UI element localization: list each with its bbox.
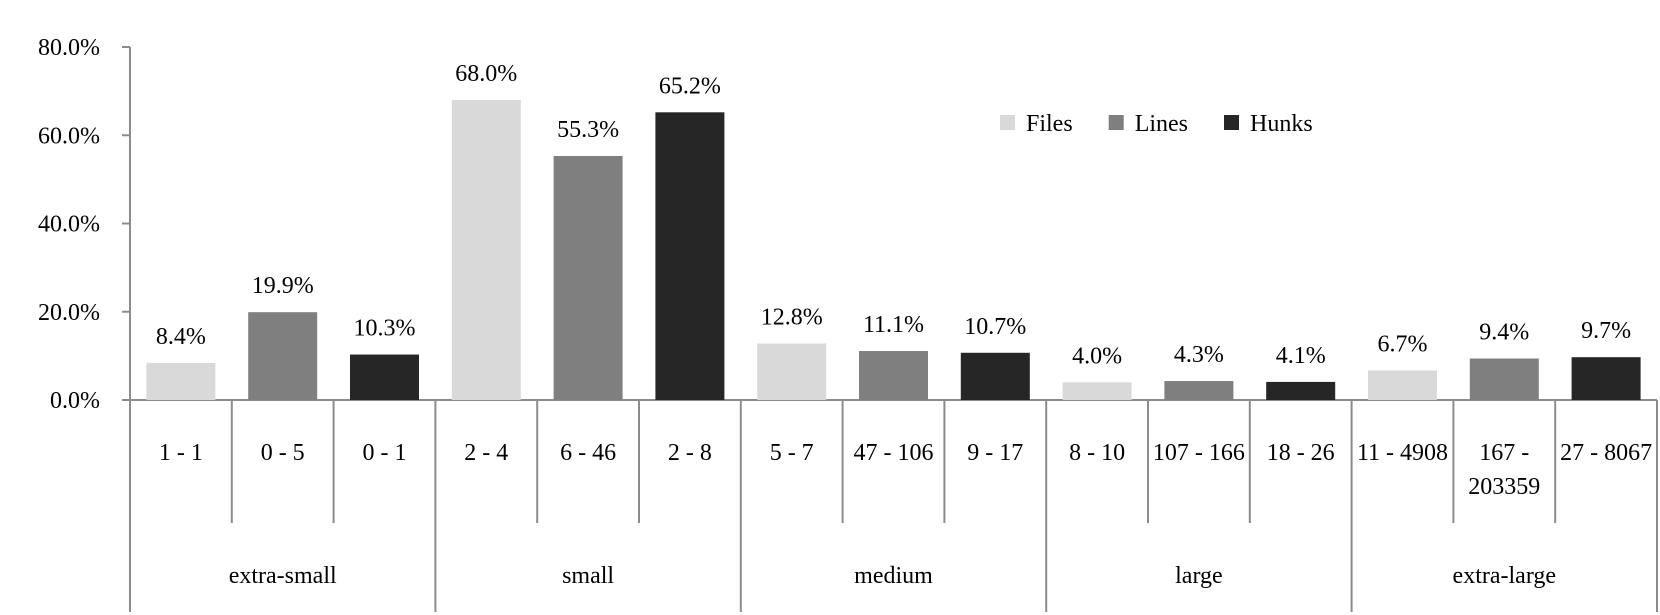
- chart-legend: Files Lines Hunks: [1000, 111, 1313, 137]
- y-tick-label: 60.0%: [38, 123, 100, 149]
- data-label: 4.0%: [1072, 343, 1122, 369]
- category-label: 9 - 17: [967, 440, 1023, 466]
- data-label: 6.7%: [1378, 331, 1428, 357]
- bar-lines: [859, 351, 928, 400]
- group-label: small: [562, 563, 614, 589]
- data-label: 11.1%: [863, 312, 924, 338]
- bar-lines: [1164, 381, 1234, 400]
- group-label: extra-small: [229, 563, 337, 589]
- data-label: 10.3%: [354, 316, 416, 342]
- data-label: 19.9%: [252, 273, 314, 299]
- bar-files: [1368, 370, 1437, 400]
- bar-lines: [553, 155, 623, 400]
- data-label: 8.4%: [156, 324, 206, 350]
- y-tick-label: 80.0%: [38, 35, 100, 61]
- data-label: 55.3%: [557, 117, 619, 143]
- data-label: 4.3%: [1174, 342, 1224, 368]
- bar-layer: [146, 99, 1641, 401]
- category-label: 5 - 7: [770, 440, 814, 466]
- label-layer: extra-small 8.4% 1 - 1 19.9% 0 - 5 10.3% 0 - 1…: [156, 61, 1652, 589]
- bar-hunks: [350, 354, 419, 400]
- category-label: 2 - 8: [668, 440, 712, 466]
- bar-lines: [1469, 358, 1539, 400]
- data-label: 4.1%: [1276, 343, 1326, 369]
- legend-label: Files: [1026, 111, 1073, 137]
- bar-hunks: [1571, 357, 1641, 400]
- category-label: 27 - 8067: [1560, 440, 1652, 466]
- category-label: 47 - 106: [854, 440, 934, 466]
- bar-hunks: [960, 352, 1030, 400]
- bar-hunks: [1266, 381, 1336, 400]
- bar-files: [146, 362, 216, 400]
- data-label: 65.2%: [659, 73, 721, 99]
- data-label: 12.8%: [761, 305, 823, 331]
- y-tick-label: 20.0%: [38, 300, 100, 326]
- group-label: medium: [854, 563, 933, 589]
- category-label: 18 - 26: [1267, 440, 1335, 466]
- legend-label: Lines: [1135, 111, 1188, 137]
- data-label: 9.4%: [1479, 320, 1529, 346]
- group-label: large: [1175, 563, 1223, 589]
- category-label: 107 - 166: [1153, 440, 1245, 466]
- bar-lines: [248, 312, 318, 400]
- bar-files: [757, 343, 827, 400]
- group-label: extra-large: [1453, 563, 1557, 589]
- data-label: 10.7%: [964, 314, 1026, 340]
- y-tick-label: 40.0%: [38, 212, 100, 238]
- category-label: 8 - 10: [1069, 440, 1125, 466]
- legend-swatch-lines: [1108, 115, 1124, 130]
- legend-swatch-hunks: [1224, 115, 1240, 130]
- bar-files: [1062, 382, 1132, 400]
- bar-hunks: [655, 112, 725, 401]
- y-tick-label: 0.0%: [50, 388, 100, 414]
- bar-files: [451, 99, 521, 400]
- legend-label: Hunks: [1250, 111, 1313, 137]
- category-label: 6 - 46: [560, 440, 616, 466]
- category-label: 167 -203359: [1468, 440, 1540, 500]
- category-label: 0 - 1: [363, 440, 407, 466]
- data-label: 68.0%: [455, 61, 517, 87]
- category-label: 1 - 1: [159, 440, 203, 466]
- data-label: 9.7%: [1581, 318, 1631, 344]
- legend-swatch-files: [1000, 115, 1015, 130]
- category-label: 11 - 4908: [1357, 440, 1448, 466]
- category-label: 0 - 5: [261, 440, 305, 466]
- category-label: 2 - 4: [464, 440, 508, 466]
